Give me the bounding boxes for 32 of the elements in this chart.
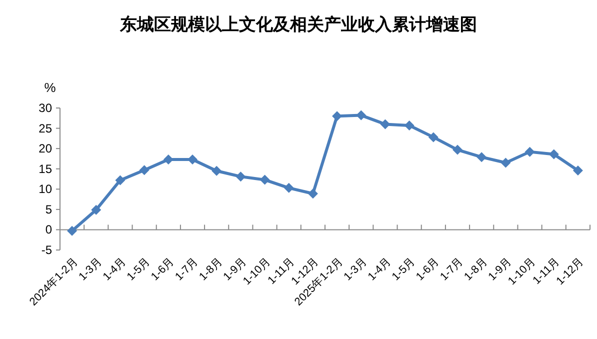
point — [428, 132, 438, 142]
point — [188, 154, 198, 165]
point — [500, 158, 511, 168]
point — [91, 204, 102, 215]
point — [212, 166, 222, 176]
point — [548, 149, 559, 160]
y-tick-label: 10 — [38, 182, 52, 196]
y-axis-title: % — [44, 80, 56, 95]
y-tick-label: 25 — [38, 121, 52, 136]
point — [380, 119, 390, 130]
y-tick-label: 0 — [45, 222, 52, 237]
point — [452, 144, 462, 155]
point — [236, 172, 246, 182]
point — [115, 175, 126, 186]
point — [476, 152, 487, 162]
point — [163, 154, 174, 165]
point — [356, 110, 366, 120]
y-tick-label: 15 — [38, 162, 52, 176]
y-tick-label: -5 — [41, 243, 52, 257]
y-tick-label: 30 — [38, 101, 52, 115]
point — [332, 111, 342, 122]
point — [308, 188, 318, 199]
y-tick-label: 20 — [38, 142, 52, 156]
point — [404, 120, 414, 130]
point — [524, 146, 535, 157]
point — [284, 182, 294, 193]
chart-title: 东城区规模以上文化及相关产业收入累计增速图 — [119, 15, 477, 34]
y-tick-label: 5 — [45, 202, 52, 216]
point — [139, 165, 150, 176]
point — [67, 226, 78, 236]
point — [572, 165, 583, 176]
point — [260, 174, 270, 185]
